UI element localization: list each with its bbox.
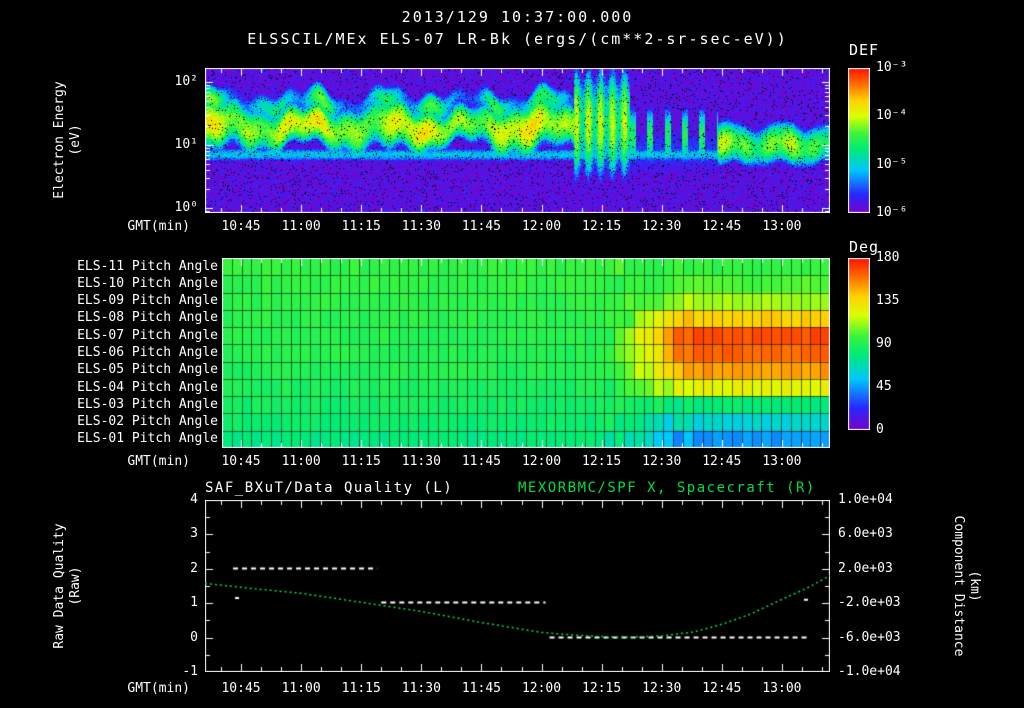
quality-tick-label: -1 — [182, 664, 198, 679]
deg-tick-label: 45 — [876, 379, 892, 394]
quality-tick-label: 3 — [190, 526, 198, 542]
electron-energy-spectrogram — [205, 68, 830, 213]
distance-axis-label-text: Component Distance — [951, 515, 966, 657]
x-tick-label: 11:15 — [341, 681, 381, 696]
energy-tick-label: 10² — [174, 73, 198, 89]
x-tick-label: 12:45 — [702, 454, 742, 469]
x-tick-label: 13:00 — [762, 454, 802, 469]
x-tick-label: 12:45 — [702, 219, 742, 234]
x-tick-label: 12:15 — [582, 219, 622, 234]
distance-tick-label: -1.0e+04 — [838, 664, 901, 679]
deg-tick-label: 135 — [876, 293, 900, 308]
distance-axis-label: (km) Component Distance — [950, 466, 982, 706]
x-tick-label: 10:45 — [221, 219, 261, 234]
energy-axis-label-line2: (eV) — [68, 124, 83, 156]
pitch-row-label: ELS-10 Pitch Angle — [77, 275, 218, 291]
def-colorbar — [848, 68, 870, 213]
pitch-row-label: ELS-05 Pitch Angle — [77, 362, 218, 378]
distance-tick-label: -2.0e+03 — [838, 595, 901, 611]
x-tick-label: 11:45 — [461, 219, 501, 234]
deg-tick-label: 90 — [876, 336, 892, 351]
def-tick-label: 10⁻⁵ — [876, 156, 908, 172]
quality-tick-label: 2 — [190, 560, 198, 576]
quality-axis-label-line2: (Raw) — [68, 566, 83, 606]
x-tick-label: 11:15 — [341, 219, 381, 234]
x-tick-label: 11:30 — [401, 454, 441, 469]
gmt-axis-label-bottom: GMT(min) — [127, 681, 190, 696]
x-tick-label: 11:00 — [281, 681, 321, 696]
deg-colorbar-title: Deg — [849, 238, 880, 256]
energy-tick-label: 10⁰ — [174, 199, 198, 215]
quality-axis-label-line1: Raw Data Quality — [52, 523, 67, 649]
plot-title: ELSSCIL/MEx ELS-07 LR-Bk (ergs/(cm**2-sr… — [247, 30, 788, 48]
quality-series-title: SAF_BXuT/Data Quality (L) — [205, 480, 454, 496]
x-tick-label: 12:00 — [521, 454, 562, 469]
x-tick-label: 13:00 — [762, 219, 802, 234]
x-tick-label: 12:15 — [582, 454, 622, 469]
x-tick-label: 12:45 — [702, 681, 742, 696]
pitch-row-label: ELS-04 Pitch Angle — [77, 379, 218, 395]
x-tick-label: 11:30 — [401, 681, 441, 696]
x-tick-label: 12:00 — [521, 219, 562, 234]
quality-tick-label: 0 — [190, 629, 198, 645]
distance-tick-label: 1.0e+04 — [838, 492, 893, 507]
quality-axis-label: Raw Data Quality (Raw) — [52, 476, 84, 696]
x-tick-label: 13:00 — [762, 681, 802, 696]
pitch-row-label: ELS-03 Pitch Angle — [77, 396, 218, 412]
spacecraft-series-title: MEXORBMC/SPF X, Spacecraft (R) — [518, 480, 816, 496]
pitch-row-label: ELS-09 Pitch Angle — [77, 293, 218, 309]
quality-tick-label: 4 — [190, 492, 198, 507]
deg-tick-label: 180 — [876, 250, 900, 265]
energy-tick-label: 10¹ — [174, 136, 198, 152]
distance-axis-unit: (km) — [967, 570, 982, 602]
pitch-row-label: ELS-11 Pitch Angle — [77, 258, 218, 274]
energy-axis-label: Electron Energy (eV) — [52, 30, 84, 250]
gmt-axis-label-top: GMT(min) — [127, 219, 190, 234]
x-tick-label: 12:00 — [521, 681, 562, 696]
distance-tick-label: -6.0e+03 — [838, 629, 901, 645]
x-tick-label: 10:45 — [221, 454, 261, 469]
def-tick-label: 10⁻⁶ — [876, 205, 908, 220]
x-tick-label: 11:15 — [341, 454, 381, 469]
x-tick-label: 11:45 — [461, 681, 501, 696]
pitch-row-label: ELS-02 Pitch Angle — [77, 414, 218, 430]
pitch-row-label: ELS-06 Pitch Angle — [77, 345, 218, 360]
x-tick-label: 11:00 — [281, 219, 321, 234]
x-tick-label: 12:30 — [642, 681, 682, 696]
pitch-row-label: ELS-07 Pitch Angle — [77, 327, 218, 343]
x-tick-label: 12:30 — [642, 219, 682, 234]
distance-tick-label: 6.0e+03 — [838, 526, 893, 542]
quality-distance-plot — [205, 500, 830, 672]
x-tick-label: 10:45 — [221, 681, 261, 696]
energy-axis-label-line1: Electron Energy — [52, 81, 67, 199]
pitch-row-label: ELS-01 Pitch Angle — [77, 431, 218, 447]
deg-tick-label: 0 — [876, 422, 884, 437]
pitch-angle-heatmap — [222, 258, 830, 448]
def-tick-label: 10⁻³ — [876, 60, 908, 75]
x-tick-label: 11:30 — [401, 219, 441, 234]
gmt-axis-label-middle: GMT(min) — [127, 454, 190, 469]
x-tick-label: 11:45 — [461, 454, 501, 469]
def-tick-label: 10⁻⁴ — [876, 108, 908, 124]
x-tick-label: 12:15 — [582, 681, 622, 696]
quality-tick-label: 1 — [190, 595, 198, 611]
distance-tick-label: 2.0e+03 — [838, 560, 893, 576]
timestamp-title: 2013/129 10:37:00.000 — [401, 8, 634, 26]
deg-colorbar — [848, 258, 870, 430]
def-colorbar-title: DEF — [849, 41, 880, 59]
x-tick-label: 12:30 — [642, 454, 682, 469]
pitch-row-label: ELS-08 Pitch Angle — [77, 310, 218, 326]
x-tick-label: 11:00 — [281, 454, 321, 469]
